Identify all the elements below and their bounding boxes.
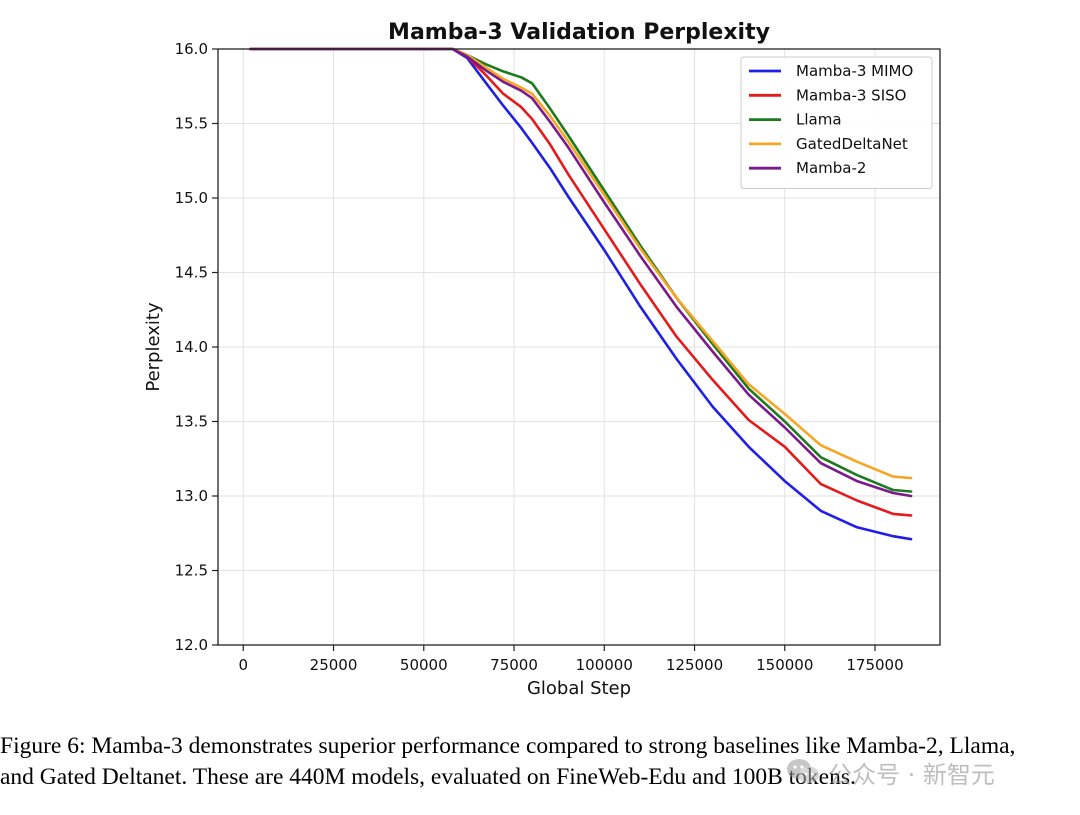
legend-label: Mamba-3 SISO: [796, 86, 906, 104]
x-tick-label: 75000: [490, 656, 538, 674]
y-axis-label: Perplexity: [143, 302, 164, 392]
y-tick-label: 13.5: [175, 413, 208, 431]
caption-line-1: Figure 6: Mamba-3 demonstrates superior …: [0, 733, 1016, 759]
y-tick-label: 14.5: [175, 264, 208, 282]
series-line-mamba-2: [249, 47, 913, 498]
axis-ticks: 0 25000 50000 75000 100000 125000 150000 175000…: [175, 40, 904, 674]
x-tick-label: 150000: [756, 656, 813, 674]
y-tick-label: 16.0: [175, 40, 208, 58]
legend-label: GatedDeltaNet: [796, 135, 908, 153]
x-tick-label: 0: [238, 656, 248, 674]
figure-caption: Figure 6: Mamba-3 demonstrates superior …: [0, 731, 1080, 793]
y-tick-label: 14.0: [175, 338, 208, 356]
y-tick-label: 13.0: [175, 487, 208, 505]
legend: Mamba-3 MIMO Mamba-3 SISO Llama GatedDeltaN…: [740, 56, 933, 189]
legend-box: [740, 56, 933, 189]
y-tick-label: 15.5: [175, 115, 208, 133]
line-chart: Mamba-3 Validation Perplexity 0 25000 5000…: [143, 20, 941, 699]
legend-label: Mamba-3 MIMO: [796, 62, 913, 80]
y-tick-label: 12.0: [175, 636, 208, 654]
chart-figure: Mamba-3 Validation Perplexity 0 25000 5000…: [143, 20, 941, 699]
x-tick-label: 50000: [400, 656, 448, 674]
chart-title: Mamba-3 Validation Perplexity: [388, 20, 770, 45]
wechat-icon: [787, 759, 819, 784]
x-tick-label: 175000: [846, 656, 903, 674]
x-tick-label: 125000: [666, 656, 723, 674]
watermark-text: 公众号 · 新智元: [828, 760, 995, 789]
caption-line-2: and Gated Deltanet. These are 440M model…: [0, 764, 856, 790]
watermark: 公众号 · 新智元: [786, 752, 995, 792]
legend-label: Mamba-2: [796, 159, 866, 177]
y-tick-label: 12.5: [175, 562, 208, 580]
y-tick-label: 15.0: [175, 189, 208, 207]
x-tick-label: 100000: [576, 656, 633, 674]
x-tick-label: 25000: [310, 656, 358, 674]
legend-label: Llama: [796, 111, 842, 129]
x-axis-label: Global Step: [527, 678, 631, 699]
series-lines: [249, 47, 913, 541]
